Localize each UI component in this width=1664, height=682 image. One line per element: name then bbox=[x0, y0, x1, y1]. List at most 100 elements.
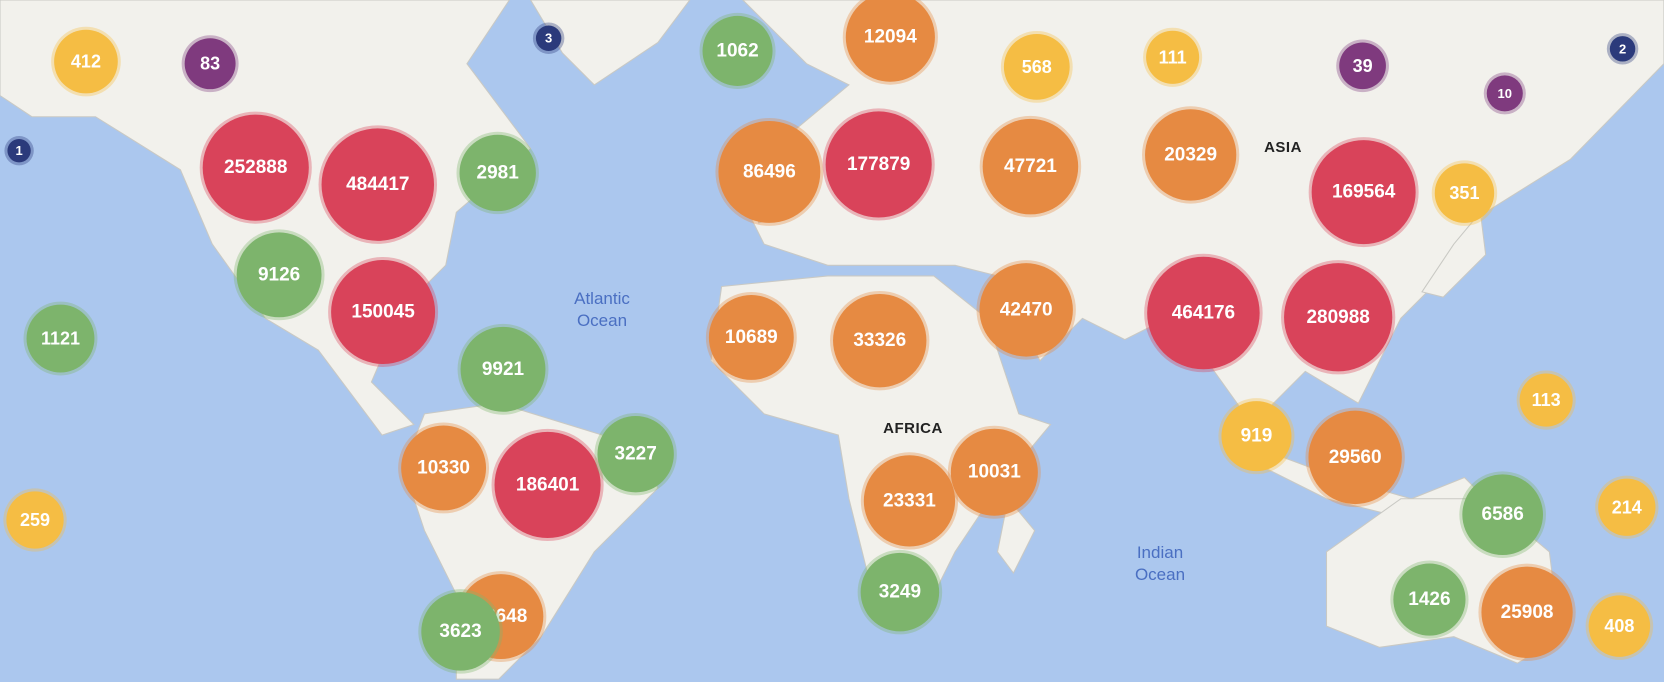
cluster-marker[interactable]: 412 bbox=[51, 26, 121, 97]
marker-circle bbox=[1284, 263, 1393, 372]
marker-count: 408 bbox=[1604, 616, 1634, 636]
cluster-marker[interactable]: 20329 bbox=[1142, 106, 1240, 204]
marker-count: 20329 bbox=[1164, 144, 1217, 165]
cluster-marker[interactable]: 3 bbox=[532, 22, 565, 54]
marker-circle bbox=[1311, 140, 1416, 245]
marker-count: 29560 bbox=[1329, 447, 1382, 468]
marker-circle bbox=[845, 0, 935, 82]
marker-count: 1062 bbox=[716, 40, 758, 61]
cluster-marker[interactable]: 9126 bbox=[233, 229, 325, 321]
cluster-marker[interactable]: 1 bbox=[4, 136, 34, 166]
marker-count: 42470 bbox=[1000, 299, 1053, 320]
marker-circle bbox=[535, 25, 562, 51]
continent-label: ASIA bbox=[1264, 139, 1302, 156]
marker-circle bbox=[26, 304, 95, 373]
marker-circle bbox=[1393, 563, 1466, 636]
cluster-marker[interactable]: 29560 bbox=[1305, 407, 1405, 508]
cluster-marker[interactable]: 3249 bbox=[857, 549, 943, 635]
marker-count: 33326 bbox=[853, 330, 906, 351]
cluster-marker[interactable]: 252888 bbox=[199, 111, 312, 224]
cluster-marker[interactable]: 83 bbox=[181, 35, 239, 93]
cluster-marker[interactable]: 42470 bbox=[976, 260, 1076, 360]
ocean-label: Indian bbox=[1137, 543, 1183, 562]
cluster-marker[interactable]: 2981 bbox=[456, 131, 539, 215]
marker-circle bbox=[202, 114, 309, 221]
cluster-marker[interactable]: 10330 bbox=[398, 422, 490, 514]
cluster-marker[interactable]: 33326 bbox=[830, 290, 930, 391]
cluster-marker[interactable]: 6586 bbox=[1459, 471, 1546, 559]
marker-circle bbox=[54, 29, 118, 94]
cluster-marker[interactable]: 568 bbox=[1000, 30, 1073, 103]
marker-circle bbox=[950, 428, 1038, 516]
marker-circle bbox=[833, 293, 927, 388]
marker-count: 252888 bbox=[224, 157, 287, 178]
cluster-marker[interactable]: 10 bbox=[1483, 72, 1526, 115]
marker-layer: 412 83 3 1 1062 12094 568 111 39 2 10 252888 484417 2… bbox=[3, 0, 1659, 674]
cluster-marker[interactable]: 9921 bbox=[457, 323, 549, 415]
cluster-marker[interactable]: 23331 bbox=[860, 452, 959, 550]
marker-count: 10330 bbox=[417, 457, 470, 478]
cluster-marker[interactable]: 111 bbox=[1143, 27, 1203, 87]
cluster-marker[interactable]: 113 bbox=[1516, 370, 1576, 430]
marker-count: 86496 bbox=[743, 161, 796, 182]
africa bbox=[710, 275, 1052, 627]
marker-circle bbox=[6, 491, 64, 549]
cluster-marker[interactable]: 10031 bbox=[947, 425, 1041, 519]
cluster-marker[interactable]: 150045 bbox=[328, 256, 439, 367]
cluster-marker[interactable]: 484417 bbox=[318, 125, 438, 244]
marker-circle bbox=[718, 120, 821, 223]
marker-count: 83 bbox=[200, 54, 220, 74]
cluster-marker[interactable]: 408 bbox=[1585, 592, 1654, 660]
cluster-marker[interactable]: 351 bbox=[1431, 160, 1498, 226]
cluster-marker[interactable]: 1121 bbox=[23, 301, 98, 376]
marker-count: 1121 bbox=[41, 329, 80, 349]
cluster-marker[interactable]: 1062 bbox=[699, 12, 776, 89]
ocean-label: Ocean bbox=[1135, 565, 1185, 584]
marker-circle bbox=[1588, 595, 1651, 657]
marker-count: 3227 bbox=[615, 444, 657, 465]
cluster-marker[interactable]: 177879 bbox=[822, 108, 935, 221]
marker-circle bbox=[331, 259, 436, 364]
marker-circle bbox=[184, 38, 236, 90]
marker-circle bbox=[1486, 75, 1523, 112]
marker-count: 2 bbox=[1619, 41, 1626, 56]
cluster-marker[interactable]: 1426 bbox=[1390, 560, 1469, 639]
cluster-marker[interactable]: 39 bbox=[1336, 39, 1389, 93]
cluster-marker[interactable]: 169564 bbox=[1308, 137, 1419, 248]
cluster-marker[interactable]: 186401 bbox=[491, 428, 604, 542]
cluster-marker[interactable]: 3227 bbox=[594, 412, 677, 496]
cluster-marker[interactable]: 2 bbox=[1606, 33, 1639, 65]
cluster-marker[interactable]: 12094 bbox=[842, 0, 938, 85]
marker-count: 113 bbox=[1532, 390, 1561, 410]
cluster-marker[interactable]: 10689 bbox=[705, 292, 797, 383]
marker-circle bbox=[1146, 30, 1200, 84]
cluster-marker[interactable]: 47721 bbox=[979, 115, 1082, 218]
marker-circle bbox=[401, 425, 487, 511]
cluster-marker[interactable]: 280988 bbox=[1281, 260, 1396, 375]
marker-count: 25908 bbox=[1501, 602, 1554, 623]
continent-label: AFRICA bbox=[883, 420, 943, 437]
marker-count: 3 bbox=[545, 31, 552, 46]
marker-count: 39 bbox=[1353, 56, 1373, 76]
cluster-marker[interactable]: 3623 bbox=[418, 589, 503, 674]
marker-circle bbox=[1221, 401, 1292, 472]
marker-circle bbox=[321, 128, 435, 241]
marker-count: 10031 bbox=[968, 462, 1021, 483]
marker-count: 464176 bbox=[1172, 303, 1235, 324]
cluster-marker[interactable]: 214 bbox=[1595, 475, 1659, 539]
cluster-marker[interactable]: 25908 bbox=[1478, 563, 1576, 661]
marker-count: 1426 bbox=[1408, 589, 1450, 610]
marker-circle bbox=[1145, 109, 1237, 201]
cluster-marker[interactable]: 86496 bbox=[715, 117, 824, 226]
marker-circle bbox=[1434, 163, 1495, 223]
marker-circle bbox=[7, 139, 31, 163]
cluster-marker[interactable]: 464176 bbox=[1144, 253, 1263, 373]
cluster-marker[interactable]: 919 bbox=[1218, 398, 1295, 475]
marker-circle bbox=[236, 232, 322, 318]
cluster-marker[interactable]: 259 bbox=[3, 488, 67, 552]
marker-count: 919 bbox=[1241, 426, 1273, 447]
marker-count: 568 bbox=[1022, 57, 1052, 77]
marker-circle bbox=[1598, 478, 1656, 536]
marker-circle bbox=[982, 118, 1079, 215]
marker-count: 169564 bbox=[1332, 182, 1396, 203]
